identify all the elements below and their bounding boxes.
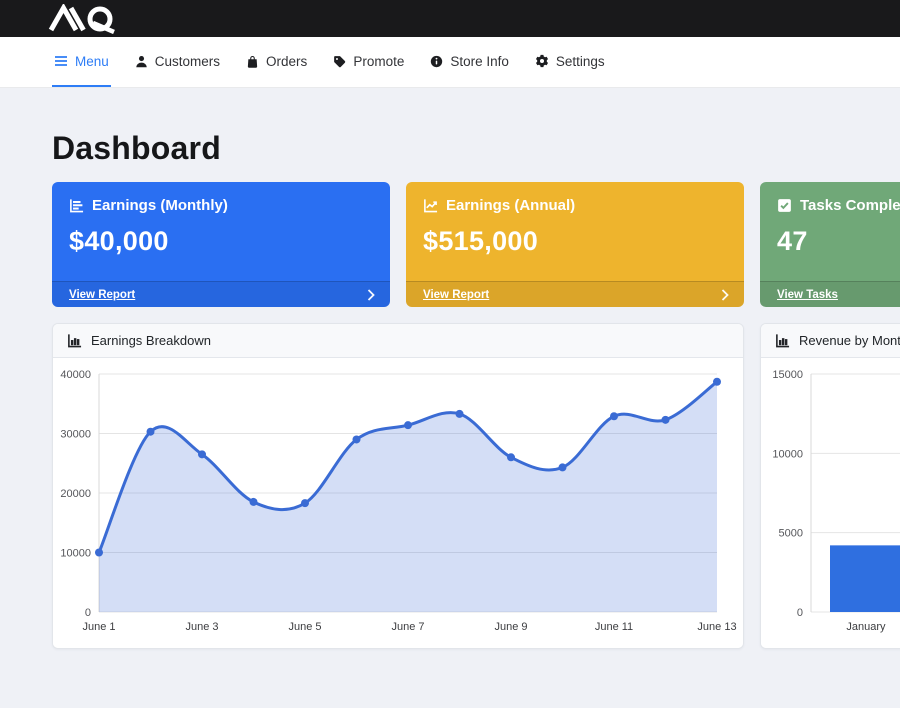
- svg-text:June 9: June 9: [494, 621, 527, 633]
- stat-card-value: $40,000: [69, 226, 169, 256]
- earnings-annual-card: Earnings (Annual) $515,000 View Report: [406, 182, 744, 307]
- svg-text:June 1: June 1: [82, 621, 115, 633]
- svg-text:15000: 15000: [772, 369, 803, 381]
- earnings-monthly-card: Earnings (Monthly) $40,000 View Report: [52, 182, 390, 307]
- svg-text:0: 0: [797, 607, 803, 619]
- gear-icon: [535, 54, 549, 68]
- nav-item-menu[interactable]: Menu: [52, 37, 111, 87]
- nav-item-store-info[interactable]: Store Info: [428, 37, 511, 87]
- stat-card-value: 47: [777, 226, 808, 256]
- svg-text:10000: 10000: [772, 448, 803, 460]
- nav-item-settings[interactable]: Settings: [533, 37, 607, 87]
- stat-card-title: Earnings (Annual): [446, 197, 576, 214]
- revenue-by-month-card: Revenue by Month 0 5000 10000 15000 January: [760, 323, 900, 649]
- chart-title: Earnings Breakdown: [91, 333, 211, 348]
- stat-card-title: Tasks Completed: [800, 197, 900, 214]
- svg-text:June 13: June 13: [697, 621, 736, 633]
- nav-label: Store Info: [450, 53, 509, 69]
- nav-item-orders[interactable]: Orders: [244, 37, 309, 87]
- chart-title: Revenue by Month: [799, 333, 900, 348]
- svg-text:June 7: June 7: [391, 621, 424, 633]
- charts-row: Earnings Breakdown 0 10000 20000 30000 40000…: [52, 323, 900, 649]
- svg-text:0: 0: [85, 607, 91, 619]
- bar-chart-icon: [775, 333, 790, 348]
- earnings-breakdown-chart: 0 10000 20000 30000 40000 June 1 June 3 June 5 J…: [53, 358, 743, 648]
- svg-text:30000: 30000: [60, 429, 91, 441]
- page-title: Dashboard: [52, 130, 221, 166]
- shopping-bag-icon: [246, 55, 259, 68]
- revenue-by-month-chart: 0 5000 10000 15000 January: [761, 358, 900, 648]
- view-report-link[interactable]: View Report: [423, 288, 490, 301]
- nav-label: Customers: [154, 53, 221, 69]
- person-icon: [135, 55, 148, 68]
- main-content: Dashboard Earnings (Monthly) $40,000 Vie…: [0, 88, 900, 649]
- info-circle-icon: [430, 55, 443, 68]
- nav-label: Orders: [266, 53, 308, 69]
- svg-text:June 11: June 11: [595, 621, 633, 633]
- nav-label: Menu: [75, 53, 109, 69]
- svg-text:20000: 20000: [60, 488, 91, 500]
- bar-chart-icon: [67, 333, 82, 348]
- stat-cards-row: Earnings (Monthly) $40,000 View Report: [52, 182, 900, 307]
- nav-label: Promote: [353, 53, 405, 69]
- tag-icon: [333, 55, 346, 68]
- svg-text:40000: 40000: [60, 369, 91, 381]
- chevron-right-icon: [367, 288, 375, 301]
- nav-item-promote[interactable]: Promote: [331, 37, 406, 87]
- view-tasks-link[interactable]: View Tasks: [777, 288, 838, 301]
- svg-text:June 5: June 5: [288, 621, 321, 633]
- hamburger-icon: [54, 55, 68, 67]
- tasks-completed-card: Tasks Completed 47 View Tasks: [760, 182, 900, 307]
- chevron-right-icon: [721, 288, 729, 301]
- top-app-bar: [0, 0, 900, 37]
- nav-item-customers[interactable]: Customers: [133, 37, 222, 87]
- stat-card-value: $515,000: [423, 226, 539, 256]
- svg-text:10000: 10000: [60, 548, 91, 560]
- svg-text:June 3: June 3: [185, 621, 218, 633]
- svg-text:January: January: [846, 621, 886, 633]
- line-chart-icon: [424, 199, 438, 213]
- svg-text:5000: 5000: [779, 528, 803, 540]
- bar-chart-icon: [70, 199, 84, 213]
- stat-card-title: Earnings (Monthly): [92, 197, 228, 214]
- nav-label: Settings: [555, 53, 605, 69]
- view-report-link[interactable]: View Report: [69, 288, 136, 301]
- main-nav: Menu Customers Orders Promote Store Info: [0, 37, 900, 88]
- brand-logo-icon[interactable]: [44, 3, 136, 34]
- check-square-icon: [778, 199, 791, 212]
- earnings-breakdown-card: Earnings Breakdown 0 10000 20000 30000 40000…: [52, 323, 744, 649]
